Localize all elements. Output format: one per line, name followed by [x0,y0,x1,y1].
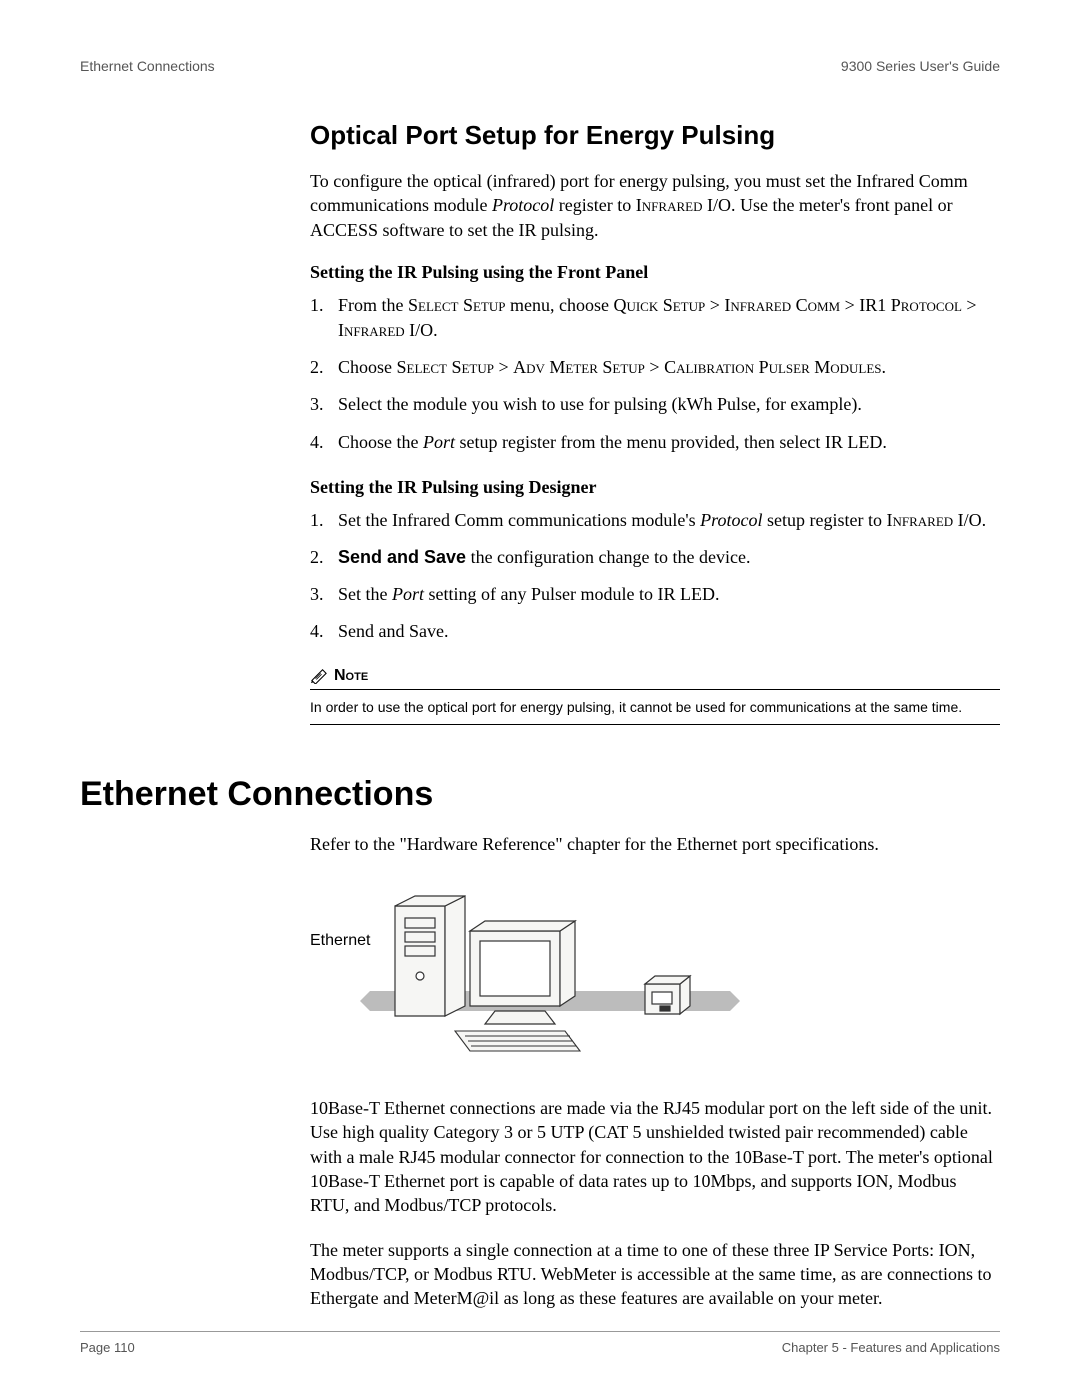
footer-left: Page 110 [80,1340,135,1355]
subhead-front-panel: Setting the IR Pulsing using the Front P… [310,262,1000,283]
list-item: Set the Infrared Comm communications mod… [310,508,1000,533]
heading-ethernet-connections: Ethernet Connections [80,775,1000,814]
ethernet-intro: Refer to the "Hardware Reference" chapte… [310,832,1000,856]
diagram-svg [310,876,770,1066]
subhead-designer: Setting the IR Pulsing using Designer [310,477,1000,498]
list-item: Choose Select Setup > Adv Meter Setup > … [310,355,1000,380]
note-text: In order to use the optical port for ene… [310,690,1000,725]
list-item: From the Select Setup menu, choose Quick… [310,293,1000,343]
paragraph-10base: 10Base-T Ethernet connections are made v… [310,1096,1000,1217]
ethernet-diagram: Ethernet [310,876,1000,1066]
footer-right: Chapter 5 - Features and Applications [782,1340,1000,1355]
note-title: Note [334,667,368,685]
list-item: Choose the Port setup register from the … [310,430,1000,455]
paragraph-single-connection: The meter supports a single connection a… [310,1238,1000,1311]
page-header: Ethernet Connections 9300 Series User's … [80,58,1000,80]
intro-paragraph: To configure the optical (infrared) port… [310,169,1000,242]
heading-optical-port: Optical Port Setup for Energy Pulsing [310,120,1000,151]
list-designer: Set the Infrared Comm communications mod… [310,508,1000,645]
list-item: Set the Port setting of any Pulser modul… [310,582,1000,607]
list-item: Send and Save the configuration change t… [310,545,1000,570]
note-icon [310,668,328,684]
note-block: Note In order to use the optical port fo… [310,667,1000,725]
page-footer: Page 110 Chapter 5 - Features and Applic… [80,1331,1000,1355]
header-right: 9300 Series User's Guide [841,58,1000,74]
diagram-label-ethernet: Ethernet [310,932,370,950]
header-left: Ethernet Connections [80,58,215,74]
list-item: Select the module you wish to use for pu… [310,392,1000,417]
list-front-panel: From the Select Setup menu, choose Quick… [310,293,1000,455]
list-item: Send and Save. [310,619,1000,644]
